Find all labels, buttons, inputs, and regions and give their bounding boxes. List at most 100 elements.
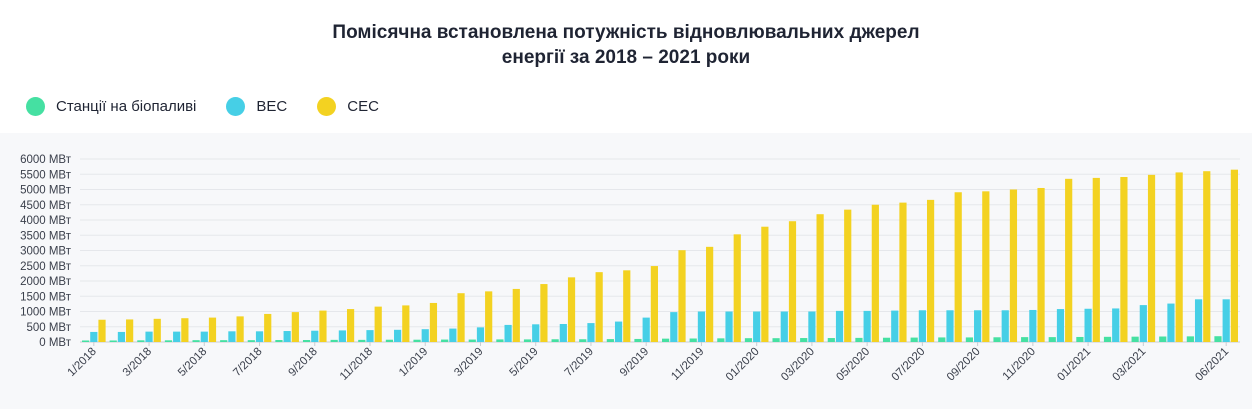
bar-wind[interactable]	[946, 310, 954, 342]
bar-wind[interactable]	[891, 310, 899, 342]
bar-bio[interactable]	[1103, 336, 1112, 342]
bar-bio[interactable]	[385, 339, 394, 342]
bar-wind[interactable]	[117, 331, 126, 342]
bar-solar[interactable]	[1175, 172, 1183, 342]
bar-solar[interactable]	[706, 246, 714, 342]
bar-bio[interactable]	[275, 340, 283, 342]
bar-solar[interactable]	[1065, 178, 1073, 342]
bar-solar[interactable]	[208, 317, 217, 342]
bar-solar[interactable]	[153, 318, 161, 342]
legend-item-solar[interactable]: СЕС	[317, 97, 379, 116]
bar-bio[interactable]	[1131, 336, 1139, 342]
bar-wind[interactable]	[366, 330, 374, 342]
bar-solar[interactable]	[181, 318, 189, 342]
bar-solar[interactable]	[1230, 169, 1238, 342]
bar-bio[interactable]	[662, 338, 670, 342]
bar-wind[interactable]	[1194, 299, 1203, 342]
bar-solar[interactable]	[402, 305, 410, 342]
bar-wind[interactable]	[642, 317, 650, 342]
bar-bio[interactable]	[855, 337, 863, 342]
bar-wind[interactable]	[504, 324, 512, 342]
bar-bio[interactable]	[993, 337, 1001, 342]
bar-wind[interactable]	[394, 329, 402, 342]
bar-solar[interactable]	[733, 234, 741, 342]
bar-bio[interactable]	[358, 339, 366, 342]
bar-wind[interactable]	[670, 312, 678, 342]
bar-bio[interactable]	[689, 338, 697, 342]
bar-bio[interactable]	[551, 339, 559, 342]
bar-wind[interactable]	[1056, 309, 1065, 342]
bar-bio[interactable]	[717, 338, 725, 342]
bar-solar[interactable]	[623, 270, 631, 342]
bar-bio[interactable]	[109, 340, 117, 342]
bar-solar[interactable]	[319, 310, 327, 342]
bar-wind[interactable]	[587, 323, 595, 342]
bar-bio[interactable]	[1021, 337, 1029, 342]
bar-bio[interactable]	[302, 340, 311, 342]
bar-solar[interactable]	[899, 202, 907, 342]
bar-bio[interactable]	[1048, 337, 1056, 342]
bar-solar[interactable]	[871, 204, 879, 342]
bar-bio[interactable]	[468, 339, 476, 342]
bar-bio[interactable]	[579, 339, 587, 342]
bar-solar[interactable]	[429, 302, 438, 342]
bar-bio[interactable]	[192, 340, 200, 342]
bar-solar[interactable]	[1037, 187, 1045, 342]
bar-bio[interactable]	[330, 339, 338, 342]
bar-wind[interactable]	[1139, 305, 1147, 342]
bar-solar[interactable]	[540, 284, 548, 342]
bar-wind[interactable]	[835, 310, 844, 342]
bar-solar[interactable]	[457, 293, 465, 342]
bar-wind[interactable]	[780, 311, 788, 343]
bar-solar[interactable]	[1120, 176, 1128, 342]
bar-wind[interactable]	[228, 331, 236, 342]
bar-wind[interactable]	[753, 311, 761, 343]
bar-solar[interactable]	[954, 192, 962, 342]
bar-wind[interactable]	[1167, 303, 1175, 342]
bar-bio[interactable]	[827, 338, 835, 342]
bar-wind[interactable]	[90, 331, 98, 342]
bar-bio[interactable]	[441, 339, 449, 342]
bar-wind[interactable]	[974, 310, 982, 342]
bar-bio[interactable]	[247, 340, 255, 342]
bar-bio[interactable]	[965, 337, 974, 342]
bar-wind[interactable]	[1084, 308, 1092, 342]
bar-bio[interactable]	[606, 339, 614, 342]
bar-wind[interactable]	[697, 311, 706, 343]
bar-solar[interactable]	[761, 226, 769, 342]
bar-wind[interactable]	[532, 324, 540, 342]
bar-bio[interactable]	[413, 339, 421, 342]
bar-solar[interactable]	[236, 316, 244, 342]
bar-wind[interactable]	[145, 331, 153, 342]
legend-item-wind[interactable]: ВЕС	[226, 97, 287, 116]
bar-bio[interactable]	[1214, 336, 1222, 342]
bar-solar[interactable]	[816, 214, 824, 342]
bar-wind[interactable]	[1001, 310, 1009, 342]
bar-bio[interactable]	[137, 340, 145, 342]
bar-wind[interactable]	[1222, 299, 1230, 342]
bar-solar[interactable]	[1092, 177, 1100, 342]
bar-bio[interactable]	[496, 339, 504, 342]
bar-bio[interactable]	[164, 340, 173, 342]
bar-wind[interactable]	[449, 328, 457, 342]
bar-bio[interactable]	[938, 337, 946, 342]
bar-wind[interactable]	[1112, 308, 1120, 342]
bar-solar[interactable]	[126, 319, 134, 342]
bar-bio[interactable]	[744, 338, 753, 342]
bar-bio[interactable]	[1186, 336, 1194, 342]
bar-wind[interactable]	[863, 310, 871, 342]
bar-solar[interactable]	[982, 191, 990, 342]
bar-solar[interactable]	[926, 199, 935, 342]
bar-bio[interactable]	[882, 337, 891, 342]
bar-wind[interactable]	[283, 331, 291, 342]
bar-bio[interactable]	[800, 338, 808, 342]
bar-bio[interactable]	[772, 338, 780, 342]
bar-wind[interactable]	[173, 331, 181, 342]
bar-bio[interactable]	[82, 340, 90, 342]
bar-wind[interactable]	[725, 311, 733, 343]
bar-solar[interactable]	[650, 266, 658, 342]
bar-solar[interactable]	[678, 250, 686, 342]
bar-solar[interactable]	[788, 221, 797, 342]
bar-bio[interactable]	[1076, 336, 1084, 342]
bar-wind[interactable]	[614, 321, 623, 342]
